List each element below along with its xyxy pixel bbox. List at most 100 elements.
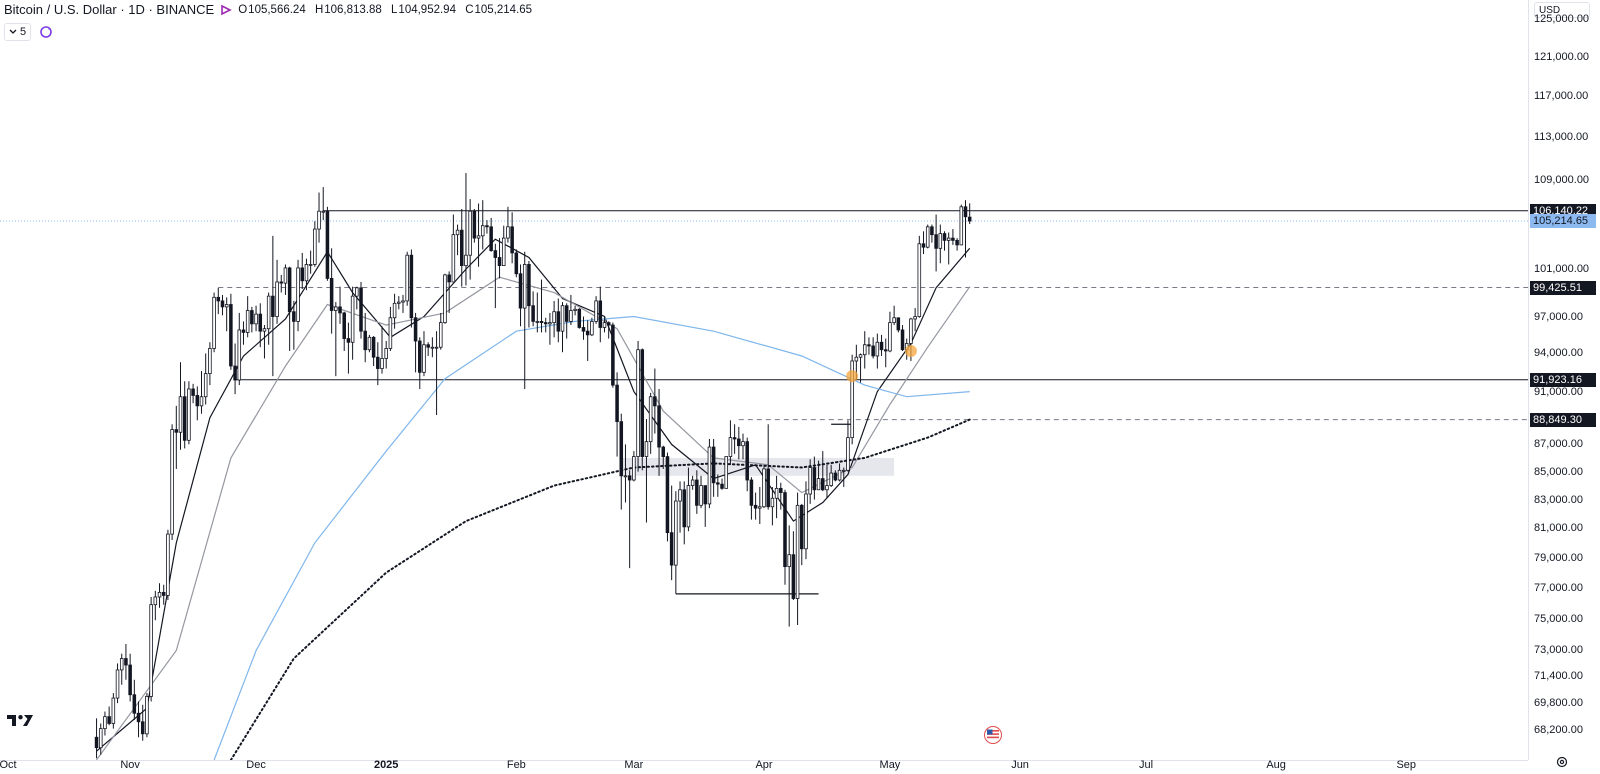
candle-body (846, 437, 850, 471)
candle-body (430, 346, 435, 349)
candle-body (392, 302, 397, 319)
candle-body (350, 295, 355, 343)
candle-body (514, 252, 519, 275)
candle-body (556, 311, 561, 332)
candle-body (703, 485, 707, 505)
candle-body (103, 716, 107, 730)
candle-body (795, 504, 800, 599)
candle-body (480, 225, 485, 237)
candle-body (783, 492, 787, 568)
indicators-toggle[interactable]: 5 (4, 23, 32, 41)
time-tick-label: Apr (755, 759, 773, 771)
candle-body (107, 716, 111, 724)
price-level-tag[interactable]: 99,425.51 (1530, 280, 1596, 295)
price-scale[interactable] (1528, 0, 1600, 760)
candle-body (774, 487, 779, 499)
candle-body (250, 310, 254, 325)
candle-body (161, 591, 166, 596)
candle-body (560, 305, 565, 332)
candle-body (157, 591, 162, 598)
price-tick-label: 87,000.00 (1534, 438, 1583, 451)
candle-body (136, 712, 141, 723)
candle-body (749, 479, 754, 506)
candle-body (506, 226, 510, 239)
price-tick-label: 97,000.00 (1534, 310, 1583, 323)
ohlc-low-key: L (391, 3, 398, 16)
candle-body (367, 336, 372, 351)
ohlc-high-key: H (314, 3, 324, 16)
candle-body (275, 281, 279, 317)
candle-body (896, 317, 901, 331)
candle-body (296, 267, 300, 322)
price-level-tag[interactable]: 91,923.16 (1530, 372, 1596, 387)
candle-body (833, 472, 838, 481)
candle-body (640, 349, 645, 457)
candle-body (888, 322, 892, 352)
price-level-tag[interactable]: 105,214.65 (1530, 214, 1596, 229)
ohlc-low: 104,952.94 (398, 3, 456, 16)
time-scale[interactable]: Oct Nov Dec 2025 Feb Mar Apr May Jun Jul Aug Sep (0, 759, 1528, 774)
candle-body (720, 483, 724, 489)
candle-body (724, 456, 728, 489)
candle-body (287, 267, 292, 313)
candle-body (611, 324, 615, 386)
price-tick-label: 79,000.00 (1534, 551, 1583, 564)
candle-body (871, 345, 875, 357)
us-flag-icon[interactable] (984, 726, 1002, 744)
candle-body (128, 664, 132, 696)
candle-body (711, 446, 716, 484)
ohlc-values: O105,566.24 H106,813.88 L104,952.94 C105… (238, 4, 538, 16)
candle-body (300, 267, 305, 282)
candle-body (329, 278, 334, 311)
candle-body (879, 341, 884, 351)
candle-body (808, 467, 812, 495)
refresh-icon[interactable] (39, 25, 53, 39)
candle-body (254, 313, 258, 325)
candle-body (590, 321, 594, 336)
price-tick-label: 75,000.00 (1534, 612, 1583, 625)
candle-body (825, 485, 829, 491)
candle-body (829, 472, 833, 486)
time-tick-label: Jun (1011, 759, 1029, 771)
candle-body (762, 468, 766, 508)
candle-body (271, 295, 275, 317)
price-tick-label: 94,000.00 (1534, 347, 1583, 360)
candle-body (166, 533, 170, 596)
candle-body (401, 300, 405, 303)
candle-body (115, 669, 120, 699)
candle-body (581, 327, 586, 332)
time-tick-label: Dec (246, 759, 266, 771)
candle-body (812, 467, 817, 491)
tradingview-logo-icon[interactable] (6, 713, 34, 727)
candle-body (426, 344, 430, 348)
time-tick-label: Nov (120, 759, 140, 771)
moving-average-line (213, 315, 970, 760)
candle-body (963, 206, 968, 218)
candle-body (283, 267, 288, 284)
candle-body (804, 493, 808, 550)
candle-body (178, 396, 183, 433)
time-tick-label: Feb (506, 759, 526, 771)
replay-icon[interactable] (220, 4, 233, 16)
chart-area[interactable]: Bitcoin / U.S. Dollar · 1D · BINANCE O10… (0, 0, 1528, 760)
candle-body (170, 429, 174, 535)
candle-body (648, 396, 653, 443)
candle-body (934, 234, 938, 249)
candle-body (707, 446, 712, 505)
price-chart[interactable] (0, 0, 1528, 760)
candle-body (245, 310, 250, 333)
highlight-marker (846, 370, 859, 383)
candle-body (208, 348, 212, 375)
price-tick-label: 77,000.00 (1534, 581, 1583, 594)
price-tick-label: 117,000.00 (1534, 90, 1589, 103)
price-tick-label: 68,200.00 (1534, 724, 1583, 737)
gear-icon[interactable] (1555, 755, 1569, 769)
currency-select[interactable]: USD (1534, 2, 1590, 18)
candle-body (606, 322, 611, 326)
symbol-title[interactable]: Bitcoin / U.S. Dollar · 1D · BINANCE (4, 2, 215, 17)
price-tick-label: 113,000.00 (1534, 131, 1589, 144)
price-level-tag[interactable]: 88,849.30 (1530, 412, 1596, 427)
time-tick-label: Aug (1266, 759, 1286, 771)
candle-body (380, 358, 384, 369)
candle-body (682, 489, 687, 528)
